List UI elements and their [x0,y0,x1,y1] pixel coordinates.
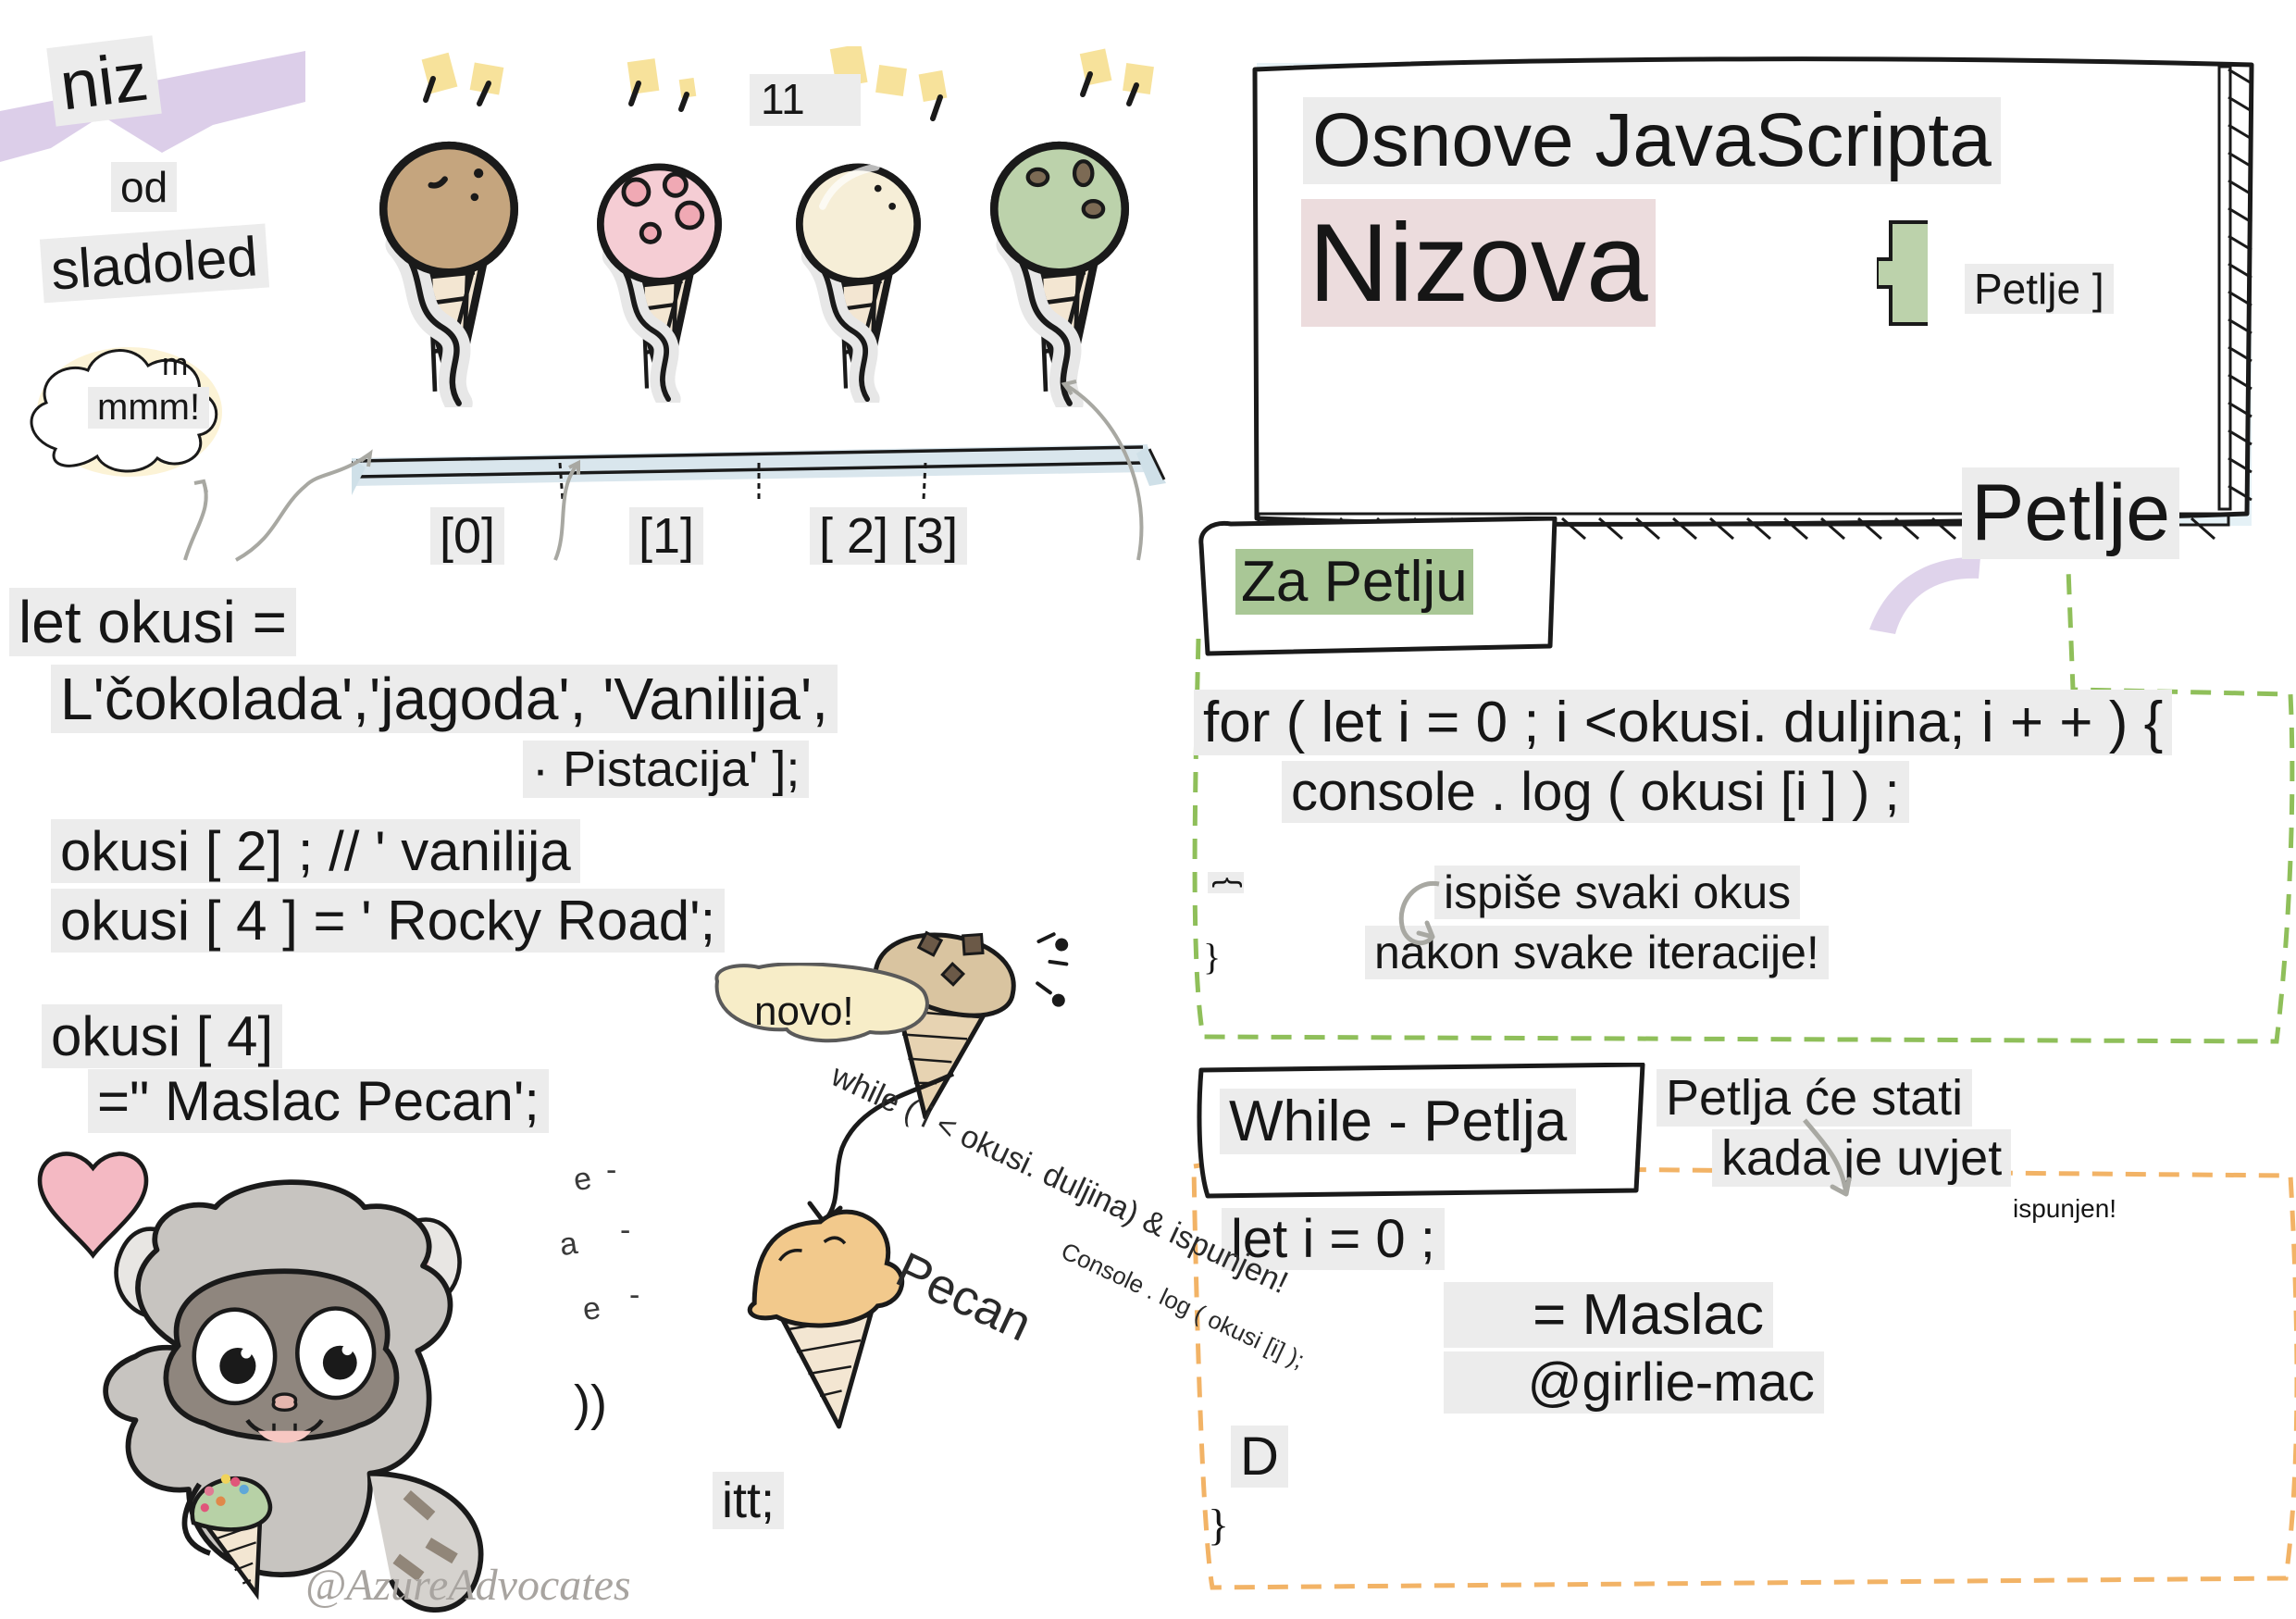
svg-text:11: 11 [761,75,805,123]
